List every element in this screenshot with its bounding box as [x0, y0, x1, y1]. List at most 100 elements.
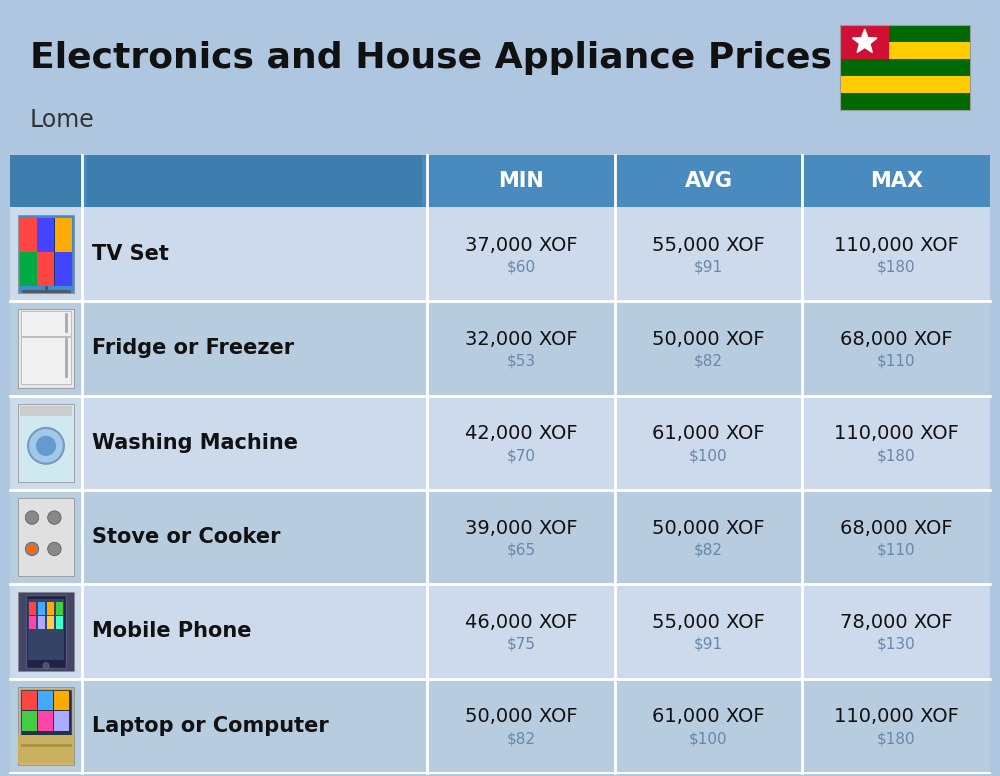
Bar [37, 218, 54, 251]
Bar [10, 301, 990, 396]
Text: $70: $70 [506, 449, 535, 463]
Bar [20, 218, 37, 251]
Bar [55, 252, 72, 286]
Bar [10, 207, 990, 301]
Bar [18, 592, 74, 670]
Bar [21, 337, 71, 384]
Bar [840, 93, 970, 110]
Bar [20, 218, 72, 286]
Circle shape [48, 511, 61, 525]
Bar [54, 711, 69, 731]
Bar [18, 498, 74, 577]
Text: 50,000 XOF: 50,000 XOF [465, 708, 577, 726]
Bar [18, 687, 74, 765]
Bar [10, 155, 82, 207]
Bar [38, 602, 45, 615]
Bar [22, 711, 37, 731]
Bar [56, 616, 63, 629]
Text: 110,000 XOF: 110,000 XOF [834, 424, 959, 443]
Bar [55, 218, 72, 251]
Bar [47, 602, 54, 615]
Text: 55,000 XOF: 55,000 XOF [652, 613, 765, 632]
Text: 37,000 XOF: 37,000 XOF [465, 236, 577, 255]
Text: 110,000 XOF: 110,000 XOF [834, 236, 959, 255]
Circle shape [25, 542, 39, 556]
Bar [21, 311, 71, 337]
Bar [28, 599, 64, 660]
Text: 61,000 XOF: 61,000 XOF [652, 708, 765, 726]
Circle shape [25, 511, 39, 525]
Bar [47, 616, 54, 629]
Text: Washing Machine: Washing Machine [92, 433, 298, 453]
Circle shape [28, 428, 64, 464]
Text: $180: $180 [877, 449, 915, 463]
Text: $100: $100 [689, 731, 728, 747]
Text: $100: $100 [689, 449, 728, 463]
Bar [840, 59, 970, 76]
Bar [22, 691, 37, 710]
Text: MAX: MAX [870, 171, 923, 191]
Bar [10, 155, 990, 207]
Text: 61,000 XOF: 61,000 XOF [652, 424, 765, 443]
Bar [20, 688, 72, 736]
Bar [18, 404, 74, 482]
Text: MIN: MIN [498, 171, 544, 191]
Bar [840, 76, 970, 93]
Text: 55,000 XOF: 55,000 XOF [652, 236, 765, 255]
Text: $110: $110 [877, 354, 915, 369]
Bar [18, 310, 74, 388]
Text: 39,000 XOF: 39,000 XOF [465, 518, 577, 538]
Circle shape [36, 436, 56, 456]
Bar [38, 711, 53, 731]
Text: $65: $65 [506, 542, 535, 558]
Text: Fridge or Freezer: Fridge or Freezer [92, 338, 294, 359]
Polygon shape [852, 29, 877, 53]
Text: $60: $60 [506, 260, 535, 275]
Text: 32,000 XOF: 32,000 XOF [465, 330, 577, 349]
Bar [840, 25, 970, 42]
Text: TV Set: TV Set [92, 244, 169, 264]
Bar [37, 252, 54, 286]
Circle shape [43, 663, 49, 669]
Bar [26, 595, 66, 667]
Text: 42,000 XOF: 42,000 XOF [465, 424, 577, 443]
Text: $180: $180 [877, 260, 915, 275]
Text: Laptop or Computer: Laptop or Computer [92, 715, 329, 736]
Text: Electronics and House Appliance Prices: Electronics and House Appliance Prices [30, 41, 832, 75]
Text: $75: $75 [506, 637, 535, 652]
Text: 50,000 XOF: 50,000 XOF [652, 518, 765, 538]
Bar [18, 215, 74, 293]
Text: $110: $110 [877, 542, 915, 558]
Text: 50,000 XOF: 50,000 XOF [652, 330, 765, 349]
Text: $82: $82 [694, 354, 723, 369]
Text: 46,000 XOF: 46,000 XOF [465, 613, 577, 632]
Text: $91: $91 [694, 260, 723, 275]
Bar [10, 584, 990, 679]
Bar [20, 252, 37, 286]
Bar [38, 616, 45, 629]
Bar [10, 490, 990, 584]
Bar [56, 602, 63, 615]
Text: 68,000 XOF: 68,000 XOF [840, 518, 952, 538]
Bar [840, 25, 889, 59]
Text: $53: $53 [506, 354, 535, 369]
Bar [54, 691, 69, 710]
Text: $82: $82 [694, 542, 723, 558]
Bar [20, 406, 72, 416]
Bar [10, 396, 990, 490]
Text: $180: $180 [877, 731, 915, 747]
Circle shape [28, 545, 36, 553]
Text: Stove or Cooker: Stove or Cooker [92, 527, 280, 547]
Bar [840, 25, 970, 110]
Text: 110,000 XOF: 110,000 XOF [834, 708, 959, 726]
Text: $91: $91 [694, 637, 723, 652]
Text: Lome: Lome [30, 108, 95, 132]
Circle shape [48, 542, 61, 556]
Bar [29, 602, 36, 615]
Text: $130: $130 [877, 637, 916, 652]
Bar [18, 735, 74, 764]
Text: 78,000 XOF: 78,000 XOF [840, 613, 952, 632]
Bar [840, 42, 970, 59]
Text: AVG: AVG [684, 171, 732, 191]
Text: 68,000 XOF: 68,000 XOF [840, 330, 952, 349]
